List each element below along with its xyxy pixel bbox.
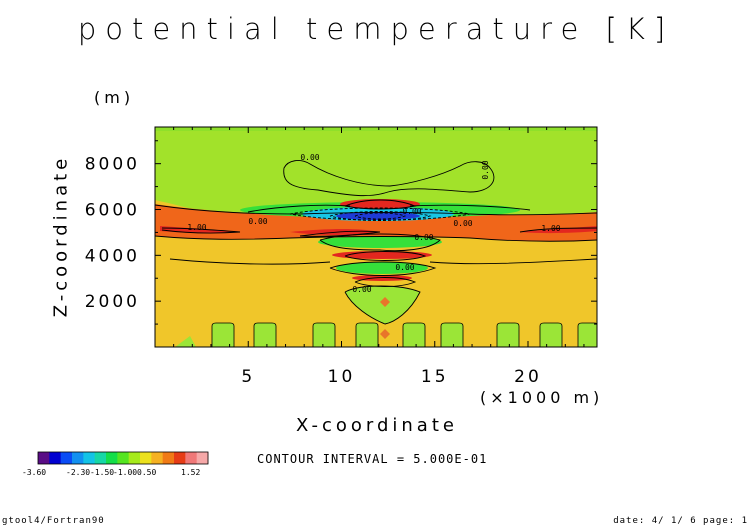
colorbar-swatch bbox=[94, 452, 107, 464]
x-axis-label: X-coordinate bbox=[296, 415, 458, 436]
footer-right: date: 4/ 1/ 6 page: 1 bbox=[613, 516, 748, 526]
contour-line bbox=[319, 233, 441, 252]
contour-line-negative bbox=[289, 207, 471, 221]
contour-interval-text: CONTOUR INTERVAL = 5.000E-01 bbox=[257, 452, 488, 466]
field-warm-spot-2 bbox=[380, 329, 390, 339]
colorbar-label: 1.52 bbox=[181, 468, 200, 477]
x-tick-label: 15 bbox=[421, 367, 449, 387]
field-warm-band bbox=[155, 204, 597, 242]
y-tick-label: 6000 bbox=[85, 201, 140, 221]
field-warm-lower2 bbox=[352, 275, 412, 281]
colorbar-label: -1.00 bbox=[113, 468, 137, 477]
y-axis-unit: (m) bbox=[94, 88, 135, 107]
colorbar-swatch bbox=[106, 452, 118, 464]
field-cool-lower1 bbox=[318, 236, 442, 248]
contour-line bbox=[354, 277, 417, 287]
terrain-bump bbox=[496, 322, 520, 347]
colorbar-label: -1.50 bbox=[90, 468, 114, 477]
contour-line bbox=[329, 261, 437, 276]
contour-lines bbox=[155, 160, 597, 325]
contour-line bbox=[169, 258, 331, 265]
terrain-bump bbox=[539, 322, 563, 347]
chart-title: potential temperature [K] bbox=[77, 12, 675, 46]
contour-line bbox=[155, 204, 597, 216]
contour-label: 1.00 bbox=[187, 223, 206, 232]
contour-label: 0.00 bbox=[248, 217, 267, 226]
colorbar-label: 0.50 bbox=[137, 468, 156, 477]
x-tick-label: 20 bbox=[514, 367, 542, 387]
contour-line bbox=[519, 227, 597, 233]
contour-line bbox=[247, 204, 351, 213]
contour-line bbox=[283, 160, 495, 197]
contour-label: 0.00 bbox=[453, 219, 472, 228]
colorbar-label: -3.60 bbox=[22, 468, 46, 477]
y-tick-label: 8000 bbox=[85, 155, 140, 175]
plot-frame bbox=[154, 126, 598, 348]
colorbar-swatch bbox=[185, 452, 198, 464]
colorbar-swatch bbox=[196, 452, 209, 464]
contour-line bbox=[299, 230, 381, 237]
field-lower-lobe bbox=[345, 286, 420, 324]
contour-line bbox=[409, 204, 531, 211]
footer-left: gtool4/Fortran90 bbox=[2, 516, 105, 526]
contour-line-negative bbox=[329, 211, 432, 221]
colorbar-swatch bbox=[60, 452, 73, 464]
x-tick-label: 5 bbox=[241, 367, 255, 387]
colorbar-swatch bbox=[151, 452, 164, 464]
colorbar-swatch bbox=[128, 452, 141, 464]
field-warm-spot-1 bbox=[380, 297, 390, 307]
contour-label: 0.00 bbox=[481, 160, 490, 179]
x-axis-unit: (×1000 m) bbox=[480, 388, 604, 407]
contour-line bbox=[155, 235, 597, 242]
terrain-bump bbox=[211, 322, 235, 347]
terrain-bump bbox=[253, 322, 277, 347]
terrain-bump bbox=[312, 322, 336, 347]
terrain-bump bbox=[355, 322, 379, 347]
contour-line bbox=[429, 258, 597, 265]
colorbar-label: -2.30 bbox=[66, 468, 90, 477]
colorbar-frame bbox=[37, 451, 209, 465]
colorbar-swatch bbox=[162, 452, 175, 464]
field-top-band bbox=[155, 127, 597, 131]
colorbar-swatch bbox=[117, 452, 130, 464]
terrain-bump-left bbox=[155, 336, 196, 347]
colorbar-swatch bbox=[49, 452, 62, 464]
x-tick-label: 10 bbox=[328, 367, 356, 387]
colorbar-swatch bbox=[140, 452, 152, 464]
y-tick-label: 4000 bbox=[85, 246, 140, 266]
contour-label: 0.00 bbox=[300, 153, 319, 162]
contour-label-group: 0.00 0.00 1.00 1.00 0.00 0.00 0.00 0.00 0.00 0.00 bbox=[187, 153, 560, 294]
terrain-bump bbox=[440, 322, 464, 347]
contour-field bbox=[155, 127, 597, 347]
contour-label: 0.00 bbox=[395, 263, 414, 272]
contour-line-negative bbox=[354, 212, 407, 220]
y-tick-label: 2000 bbox=[85, 292, 140, 312]
contour-line bbox=[344, 285, 421, 325]
terrain-bump bbox=[577, 322, 597, 347]
colorbar-swatch bbox=[83, 452, 96, 464]
field-upper-region bbox=[155, 127, 597, 221]
contour-line bbox=[161, 227, 241, 234]
terrain-bump bbox=[402, 322, 426, 347]
axis-group: 5 10 15 20 2000 4000 6000 8000 bbox=[85, 127, 597, 387]
contour-label: 0.00 bbox=[402, 207, 421, 216]
contour-label: 0.00 bbox=[352, 285, 371, 294]
colorbar-swatch bbox=[38, 452, 50, 464]
contour-label: 0.00 bbox=[414, 233, 433, 242]
contour-label: 1.00 bbox=[541, 224, 560, 233]
colorbar: -3.60 -2.30 -1.50-1.00 0.50 1.52 bbox=[22, 451, 209, 477]
contour-line bbox=[344, 251, 427, 261]
colorbar-swatch bbox=[174, 452, 186, 464]
colorbar-swatch bbox=[72, 452, 84, 464]
field-cool-lower2 bbox=[336, 262, 428, 274]
y-axis-label: Z-coordinate bbox=[50, 154, 72, 318]
